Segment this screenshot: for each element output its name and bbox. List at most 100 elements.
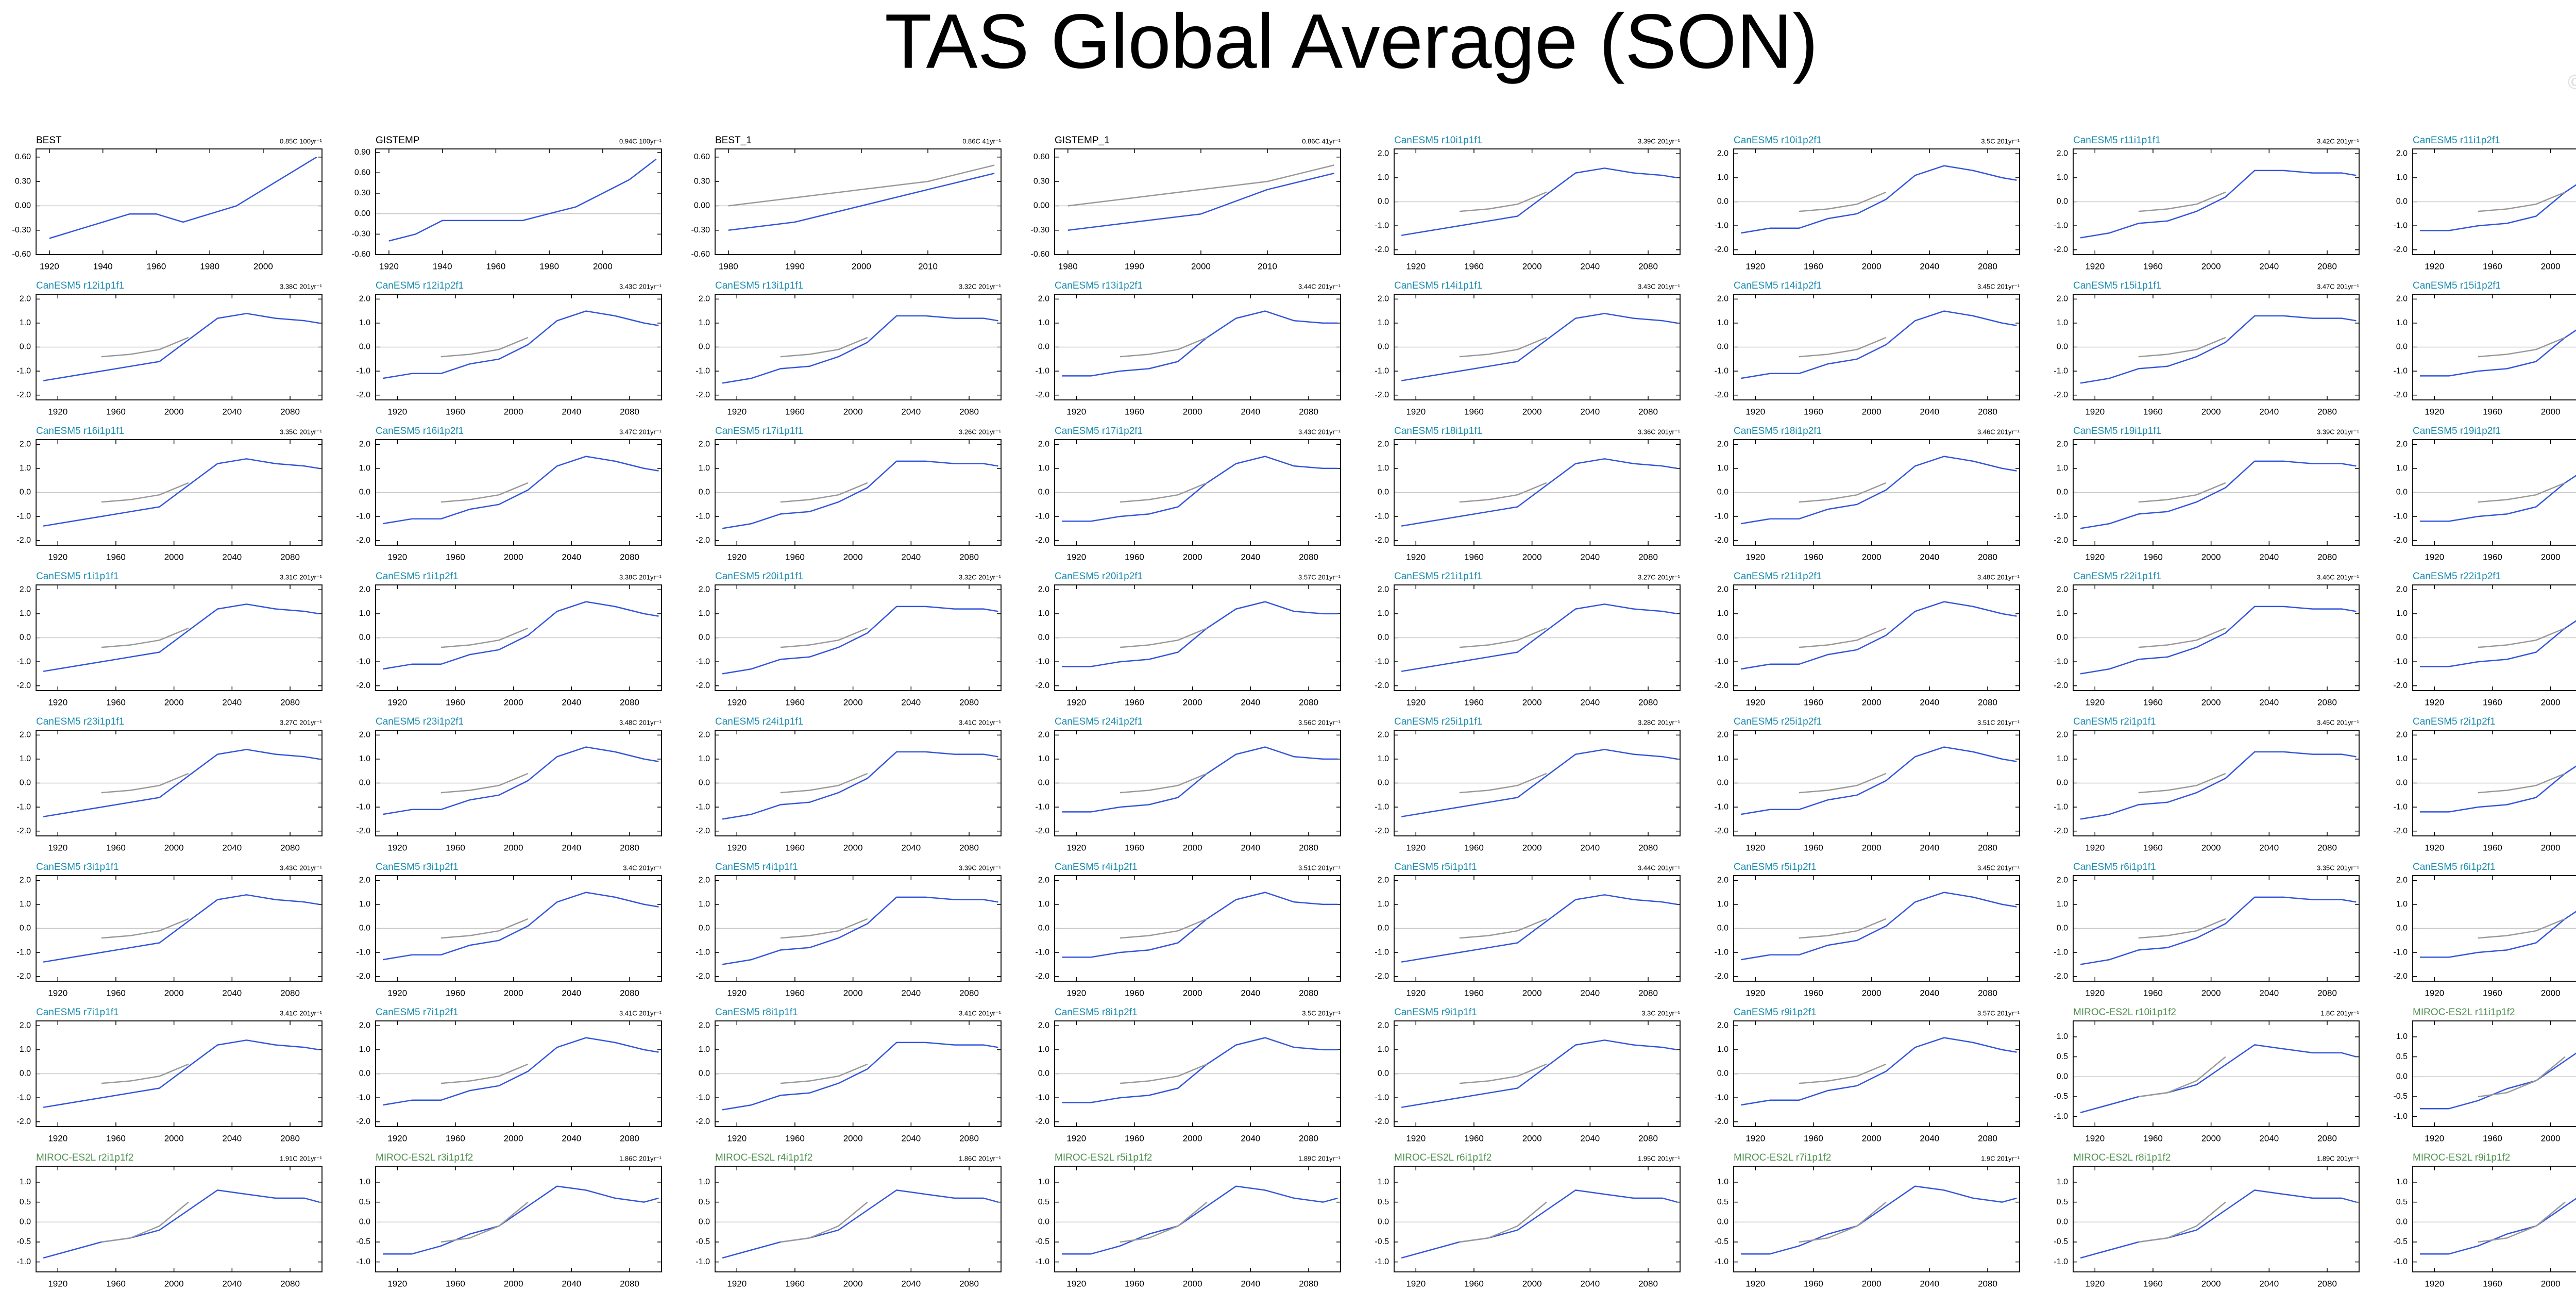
y-tick-label: 0.0 <box>1717 1069 1728 1078</box>
y-tick-label: -2.0 <box>2054 245 2068 254</box>
x-tick-label: 2080 <box>1638 988 1658 998</box>
series-line <box>722 460 998 529</box>
x-tick-label: 1920 <box>1745 697 1765 707</box>
y-tick-label: -2.0 <box>356 1117 370 1126</box>
series-line <box>440 773 529 794</box>
panel: CanESM5 r12i1p2f1 3.43C 201yr⁻¹ -2.0 -1.0 0.… <box>356 280 662 416</box>
x-tick-label: 2080 <box>959 988 979 998</box>
series-line <box>722 606 998 675</box>
y-tick-label: 0.0 <box>20 633 31 642</box>
x-tick-label: 2080 <box>620 988 639 998</box>
x-tick-label: 2010 <box>1258 261 1277 271</box>
panel: GISTEMP 0.94C 100yr⁻¹ -0.60 -0.30 0.00 0.30 0.… <box>352 135 662 271</box>
x-tick-label: 2040 <box>901 1133 921 1143</box>
y-tick-label: 0.0 <box>1038 1218 1049 1227</box>
y-tick-label: 1.0 <box>1038 754 1049 763</box>
x-tick-label: 2000 <box>164 843 184 852</box>
x-tick-label: 2000 <box>1183 552 1202 562</box>
x-tick-label: 1920 <box>1406 407 1426 416</box>
y-tick-label: -0.30 <box>691 226 710 234</box>
y-tick-label: 1.0 <box>20 754 31 763</box>
series-line <box>101 337 189 358</box>
y-tick-label: 0.0 <box>1038 779 1049 787</box>
panel-title: CanESM5 r8i1p2f1 <box>1055 1007 1138 1018</box>
y-tick-label: -2.0 <box>696 681 710 690</box>
plot-frame <box>715 148 1002 255</box>
panel: CanESM5 r3i1p1f1 3.43C 201yr⁻¹ -2.0 -1.0 0.0… <box>16 862 323 998</box>
panel-annotation: 3.51C 201yr⁻¹ <box>1298 864 1341 871</box>
x-tick-label: 1920 <box>2085 1279 2105 1288</box>
y-tick-label: -1.0 <box>2054 1257 2068 1266</box>
series-line <box>382 601 659 670</box>
x-tick-label: 2040 <box>1920 843 1939 852</box>
x-tick-label: 1960 <box>1125 552 1144 562</box>
x-tick-label: 1920 <box>727 407 747 416</box>
x-tick-label: 1960 <box>1804 843 1823 852</box>
series-line <box>1120 918 1208 939</box>
y-tick-label: -1.0 <box>2393 221 2408 230</box>
y-tick-label: 0.5 <box>2396 1052 2408 1061</box>
series-line <box>2080 751 2357 820</box>
plot-frame <box>1394 439 1681 546</box>
plot-frame <box>1733 148 2020 255</box>
plot-frame <box>2073 584 2360 691</box>
panel-title: CanESM5 r20i1p2f1 <box>1055 571 1143 582</box>
panel: MIROC-ES2L r4i1p1f2 1.86C 201yr⁻¹ -1.0 -0.5… <box>696 1152 1002 1288</box>
y-tick-label: 1.0 <box>1378 609 1389 618</box>
plot-frame <box>1054 584 1341 691</box>
x-tick-label: 1920 <box>48 1133 67 1143</box>
panel-annotation: 0.86C 41yr⁻¹ <box>1302 137 1341 145</box>
panel: GISTEMP_1 0.86C 41yr⁻¹ -0.60 -0.30 0.00 0.30 0… <box>1031 135 1341 271</box>
x-tick-label: 1960 <box>1125 697 1144 707</box>
y-tick-label: -1.0 <box>1035 1093 1049 1102</box>
y-tick-label: 0.0 <box>1038 488 1049 497</box>
x-tick-label: 1920 <box>2085 407 2105 416</box>
panel-title: CanESM5 r24i1p2f1 <box>1055 716 1143 727</box>
panel-annotation: 3.39C 201yr⁻¹ <box>1638 137 1681 145</box>
y-tick-label: 2.0 <box>1717 585 1728 594</box>
x-tick-label: 1920 <box>48 407 67 416</box>
x-tick-label: 2040 <box>1241 552 1260 562</box>
y-tick-label: -1.0 <box>356 366 370 375</box>
x-tick-label: 2000 <box>504 1133 523 1143</box>
y-tick-label: -1.0 <box>696 948 710 957</box>
y-tick-label: -2.0 <box>2393 245 2408 254</box>
y-tick-label: 0.0 <box>1378 197 1389 206</box>
y-tick-label: 0.0 <box>1038 1069 1049 1078</box>
y-tick-label: 0.0 <box>2057 197 2068 206</box>
y-tick-label: 2.0 <box>1378 1021 1389 1030</box>
x-tick-label: 1920 <box>1066 988 1086 998</box>
series-line <box>440 627 529 648</box>
panel-annotation: 1.91C 201yr⁻¹ <box>280 1154 323 1162</box>
y-tick-label: 0.30 <box>15 177 31 186</box>
y-tick-label: 1.0 <box>359 609 370 618</box>
plot-frame <box>2412 1166 2576 1272</box>
y-tick-label: 0.0 <box>1717 924 1728 933</box>
x-tick-label: 1920 <box>1066 697 1086 707</box>
series-line <box>2080 315 2357 384</box>
y-tick-label: -1.0 <box>1375 802 1389 811</box>
x-tick-label: 1920 <box>1406 988 1426 998</box>
x-tick-label: 1960 <box>1125 1133 1144 1143</box>
y-tick-label: -2.0 <box>1035 1117 1049 1126</box>
plot-frame <box>1054 1166 1341 1272</box>
x-tick-label: 1920 <box>48 697 67 707</box>
y-tick-label: 0.0 <box>359 1218 370 1227</box>
x-tick-label: 1960 <box>106 843 126 852</box>
plot-frame <box>375 439 662 546</box>
series-line <box>43 1189 319 1259</box>
x-tick-label: 2080 <box>1978 1133 1997 1143</box>
x-tick-label: 1960 <box>2483 407 2502 416</box>
plot-frame <box>1733 439 2020 546</box>
x-tick-label: 2040 <box>562 988 581 998</box>
y-tick-label: 1.0 <box>1378 1178 1389 1186</box>
panel-annotation: 1.86C 201yr⁻¹ <box>959 1154 1002 1162</box>
panel-annotation: 1.89C 201yr⁻¹ <box>2317 1154 2360 1162</box>
x-tick-label: 2040 <box>222 552 242 562</box>
y-tick-label: 1.0 <box>1717 173 1728 182</box>
x-tick-label: 2000 <box>164 1279 184 1288</box>
panel-title: CanESM5 r10i1p1f1 <box>1394 135 1482 146</box>
series-line <box>1459 918 1547 939</box>
panel: CanESM5 r8i1p2f1 3.5C 201yr⁻¹ -2.0 -1.0 0.0 1… <box>1035 1007 1341 1143</box>
y-tick-label: -0.5 <box>356 1237 370 1246</box>
